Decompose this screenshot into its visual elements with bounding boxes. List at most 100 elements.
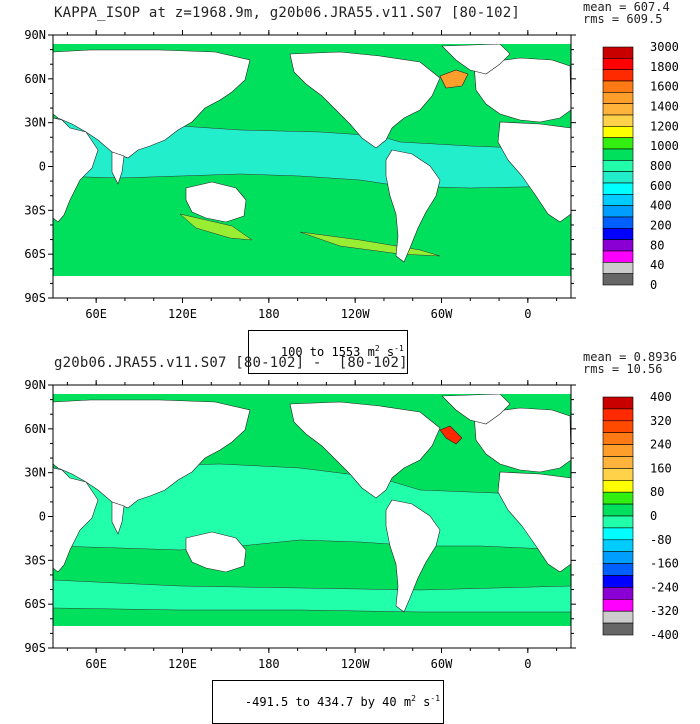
ytick-label: 60N	[24, 422, 46, 436]
colorbar-label: -240	[650, 580, 679, 594]
ytick-label: 30N	[24, 466, 46, 480]
colorbar-swatch	[602, 408, 634, 422]
xtick-label: 60W	[431, 657, 453, 671]
ytick-label: 60S	[24, 597, 46, 611]
land-samer	[385, 499, 441, 613]
colorbar-label: -400	[650, 628, 679, 642]
high-value-patch	[439, 69, 469, 89]
colorbar-label: 0	[650, 278, 657, 292]
field-band	[52, 463, 572, 551]
stats-box: mean = 607.4 rms = 609.5	[583, 1, 670, 25]
colorbar-swatch	[602, 456, 634, 469]
xtick-label: 120W	[341, 657, 371, 671]
colorbar-label: 240	[650, 438, 672, 452]
xtick-label: 120E	[168, 657, 197, 671]
range-label: -491.5 to 434.7 by 40 m2 s-1	[212, 680, 445, 724]
colorbar-swatch	[602, 92, 634, 104]
kappa-map-svg: 90N 60N 30N 0 30S 60S 90S 60E 120E 180 120W 60W 0 300…	[24, 28, 679, 321]
colorbar-swatch	[602, 126, 634, 138]
rms-value: rms = 609.5	[583, 12, 663, 26]
colorbar-swatch	[602, 599, 634, 612]
difference-map-panel: g20b06.JRA55.v11.S07 [80-102] - [80-102]…	[0, 350, 700, 724]
colorbar-label: 600	[650, 179, 672, 193]
colorbar-swatch	[602, 551, 634, 564]
land-afr2	[497, 121, 572, 223]
colorbar-label: 0	[650, 509, 657, 523]
land-india	[111, 151, 125, 185]
land-antar	[53, 276, 571, 298]
mean-value: mean = 0.8936	[583, 350, 677, 364]
plot-title: KAPPA_ISOP at z=1968.9m, g20b06.JRA55.v1…	[54, 5, 520, 21]
ytick-label: 90S	[24, 641, 46, 655]
ytick-label: 0	[39, 510, 46, 524]
colorbar-swatch	[602, 148, 634, 161]
xtick-label: 60E	[85, 307, 107, 321]
high-value-patch	[439, 425, 463, 445]
ytick-label: 30S	[24, 203, 46, 217]
xtick-label: 120E	[168, 307, 197, 321]
range-text: 100 to 1553	[280, 345, 361, 359]
colorbar-swatch	[602, 575, 634, 588]
field-band	[179, 213, 253, 241]
colorbar-swatch	[602, 137, 634, 150]
ytick-label: 60S	[24, 247, 46, 261]
land-arctic	[53, 385, 571, 394]
colorbar-swatch	[602, 563, 634, 576]
colorbar-swatch	[602, 396, 634, 410]
land-green	[441, 43, 511, 75]
colorbar-swatch	[602, 273, 634, 286]
colorbar-swatch	[602, 610, 634, 624]
colorbar-swatch	[602, 205, 634, 218]
land-europe	[473, 57, 572, 123]
difference-map-svg: 90N 60N 30N 0 30S 60S 90S 60E 120E 180 120W 60W 0 400…	[24, 378, 679, 671]
land-austr	[185, 181, 247, 223]
land-asia	[52, 399, 251, 509]
range-text: -491.5 to 434.7 by 40	[244, 695, 397, 709]
ytick-label: 0	[39, 160, 46, 174]
colorbar-swatch	[602, 171, 634, 184]
colorbar-label: 160	[650, 461, 672, 475]
colorbar-label: 400	[650, 199, 672, 213]
ytick-label: 30S	[24, 553, 46, 567]
xtick-label: 180	[258, 657, 280, 671]
colorbar-swatch	[602, 194, 634, 206]
colorbar-swatch	[602, 262, 634, 274]
colorbar-swatch	[602, 503, 634, 517]
colorbar-label: 200	[650, 219, 672, 233]
range-units: m	[367, 345, 375, 359]
xtick-label: 0	[524, 307, 531, 321]
ytick-label: 90N	[24, 28, 46, 42]
colorbar-swatch	[602, 250, 634, 263]
colorbar-swatch	[602, 58, 634, 70]
xtick-label: 120W	[341, 307, 371, 321]
colorbar-swatch	[602, 420, 634, 434]
colorbar-label: 1600	[650, 80, 679, 94]
colorbar-swatch	[602, 622, 634, 636]
land-europe	[473, 407, 572, 473]
colorbar-label: 1400	[650, 100, 679, 114]
colorbar-swatch	[602, 468, 634, 481]
colorbar-swatch	[602, 216, 634, 229]
colorbar-label: 320	[650, 414, 672, 428]
plot-title: g20b06.JRA55.v11.S07 [80-102] - [80-102]	[54, 355, 408, 371]
colorbar-label: 400	[650, 390, 672, 404]
land-austr	[185, 531, 247, 573]
xtick-label: 60E	[85, 657, 107, 671]
kappa-map-panel: KAPPA_ISOP at z=1968.9m, g20b06.JRA55.v1…	[0, 0, 700, 374]
land-asia	[52, 49, 251, 159]
land-namer	[289, 51, 441, 149]
colorbar-label: -80	[650, 533, 672, 547]
colorbar-label: 1800	[650, 60, 679, 74]
colorbar-swatch	[602, 160, 634, 172]
colorbar-swatch	[602, 182, 634, 195]
colorbar-label: -160	[650, 557, 679, 571]
land-samer	[385, 149, 441, 263]
colorbar-swatch	[602, 527, 634, 541]
colorbar-swatch	[602, 239, 634, 252]
colorbar-swatch	[602, 103, 634, 116]
colorbar-swatch	[602, 80, 634, 93]
colorbar-label: 3000	[650, 40, 679, 54]
colorbar-swatch	[602, 444, 634, 457]
colorbar-label: 800	[650, 159, 672, 173]
colorbar-label: -320	[650, 604, 679, 618]
